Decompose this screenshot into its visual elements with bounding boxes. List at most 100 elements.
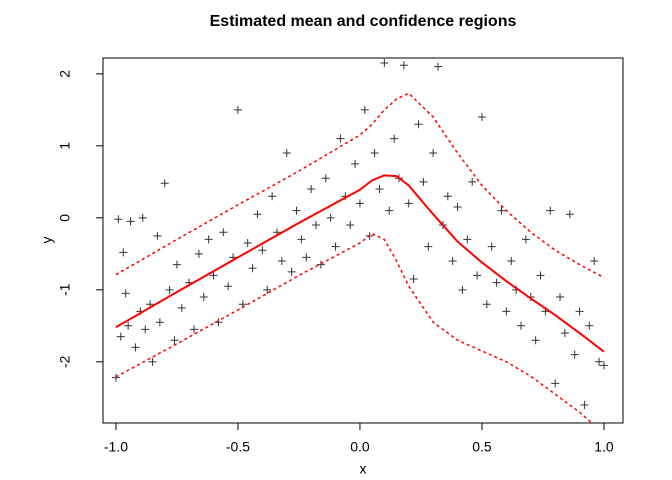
point: [590, 257, 599, 266]
point: [492, 278, 501, 287]
x-tick-label: 0.5: [472, 439, 492, 455]
point: [536, 271, 545, 280]
point: [521, 235, 530, 244]
point: [268, 192, 277, 201]
point: [331, 242, 340, 251]
line: [115, 174, 605, 353]
point: [312, 221, 321, 230]
point: [170, 336, 179, 345]
point: [263, 285, 272, 294]
chart-title: Estimated mean and confidence regions: [210, 13, 517, 30]
point: [409, 275, 418, 284]
point: [148, 357, 157, 366]
point: [370, 149, 379, 158]
point: [487, 242, 496, 251]
point: [141, 325, 150, 334]
point: [172, 260, 181, 269]
point: [119, 248, 128, 257]
point: [429, 149, 438, 158]
point: [214, 318, 223, 327]
point: [380, 59, 389, 68]
point: [507, 257, 516, 266]
point: [258, 246, 267, 255]
point: [477, 113, 486, 122]
point: [404, 199, 413, 208]
point: [546, 206, 555, 215]
point: [560, 329, 569, 338]
point: [243, 239, 252, 248]
point: [419, 177, 428, 186]
point: [580, 401, 589, 410]
point: [282, 149, 291, 158]
point: [287, 267, 296, 276]
x-tick-label: -1.0: [104, 439, 128, 455]
point: [297, 235, 306, 244]
y-tick-label: 0: [57, 214, 73, 222]
point: [209, 271, 218, 280]
point: [124, 321, 133, 330]
point: [575, 307, 584, 316]
point: [316, 260, 325, 269]
point: [219, 228, 228, 237]
y-axis-label: y: [39, 237, 55, 244]
point: [346, 221, 355, 230]
y-tick-label: 2: [57, 70, 73, 78]
point: [443, 192, 452, 201]
point: [190, 325, 199, 334]
point: [336, 134, 345, 143]
line: [115, 232, 593, 423]
point: [565, 210, 574, 219]
point: [253, 210, 262, 219]
x-tick-label: 0.0: [350, 439, 370, 455]
plot-area: [111, 59, 608, 423]
point: [551, 379, 560, 388]
point: [458, 285, 467, 294]
point: [453, 203, 462, 212]
point: [114, 215, 123, 224]
point: [468, 177, 477, 186]
point: [204, 235, 213, 244]
point: [424, 242, 433, 251]
point: [351, 159, 360, 168]
point: [448, 257, 457, 266]
point: [414, 120, 423, 129]
point: [556, 293, 565, 302]
point: [307, 185, 316, 194]
y-tick-label: -2: [57, 355, 73, 368]
point: [463, 235, 472, 244]
point: [165, 285, 174, 294]
point: [302, 253, 311, 262]
point: [160, 179, 169, 188]
point: [390, 134, 399, 143]
x-tick-label: -0.5: [226, 439, 250, 455]
point: [570, 350, 579, 359]
point: [292, 206, 301, 215]
point: [473, 271, 482, 280]
point: [531, 336, 540, 345]
x-tick-label: 1.0: [594, 439, 614, 455]
point: [131, 343, 140, 352]
y-tick-label: -1: [57, 283, 73, 296]
point: [233, 105, 242, 114]
point: [360, 105, 369, 114]
point: [585, 321, 594, 330]
point: [482, 300, 491, 309]
point: [326, 213, 335, 222]
point: [177, 303, 186, 312]
point: [224, 282, 233, 291]
point: [385, 206, 394, 215]
point: [502, 307, 511, 316]
plot-box: [102, 57, 624, 424]
point: [121, 289, 130, 298]
point: [277, 257, 286, 266]
point: [248, 264, 257, 273]
point: [194, 249, 203, 258]
x-axis-label: x: [360, 461, 367, 477]
point: [399, 61, 408, 70]
point: [111, 373, 120, 382]
point: [116, 332, 125, 341]
point: [434, 62, 443, 71]
point: [595, 357, 604, 366]
point: [138, 213, 147, 222]
